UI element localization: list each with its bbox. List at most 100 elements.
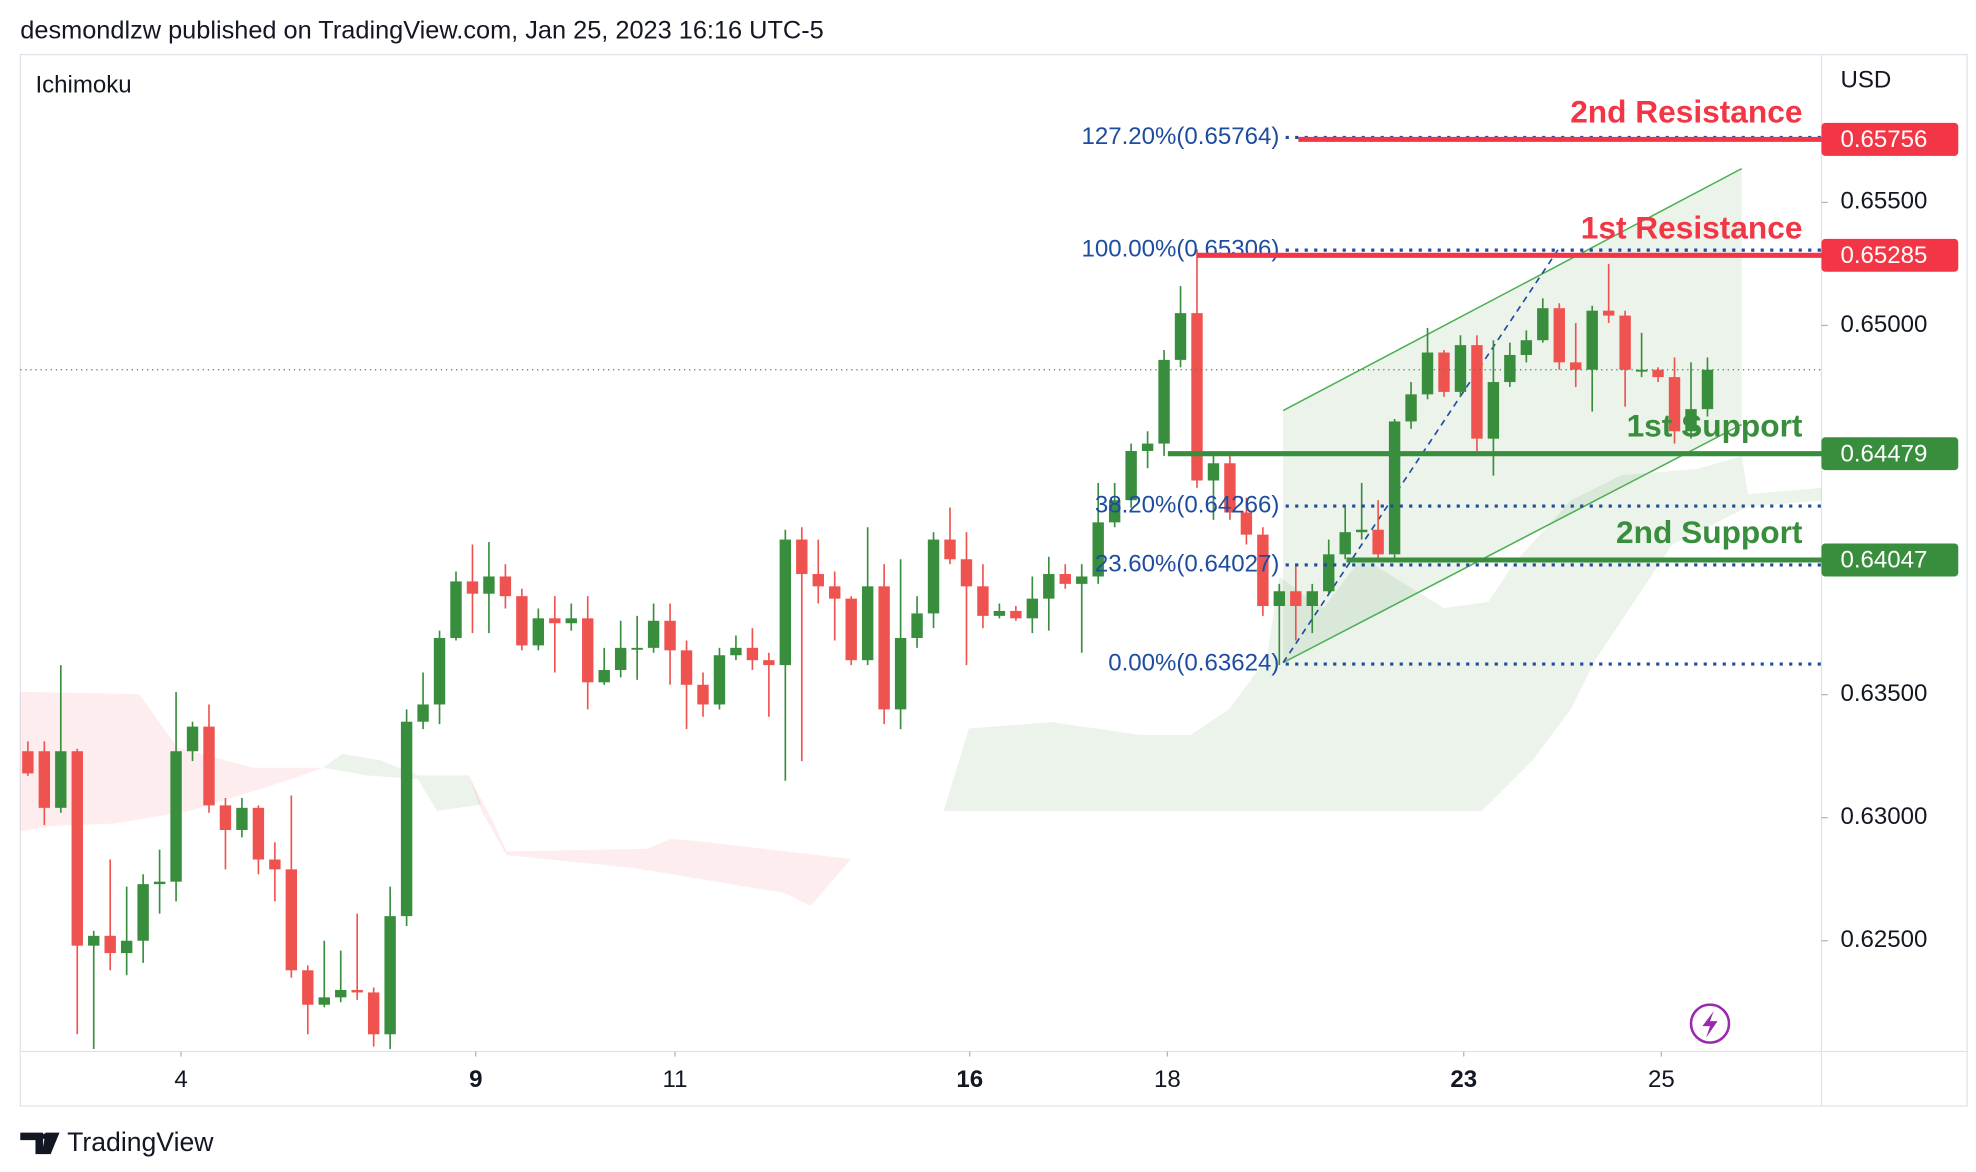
candle-body xyxy=(120,940,133,954)
candle-body xyxy=(1520,340,1533,355)
candle-body xyxy=(1570,362,1582,370)
candle-body xyxy=(1010,610,1022,619)
level-name: 2nd Resistance xyxy=(1570,93,1802,129)
candle-body xyxy=(1043,574,1055,599)
x-tick-label: 23 xyxy=(1450,1066,1477,1093)
candle-body xyxy=(1685,409,1697,432)
fib-label: 23.60%(0.64027) xyxy=(1095,550,1280,577)
candle-body xyxy=(1141,443,1154,451)
candle-body xyxy=(1553,308,1565,363)
candle-body xyxy=(730,647,742,656)
candle-body xyxy=(1240,512,1253,535)
candle-body xyxy=(746,647,759,661)
x-tick-label: 9 xyxy=(469,1066,482,1093)
candle-body xyxy=(1668,377,1681,432)
price-tag-label: 0.65756 xyxy=(1840,126,1927,153)
x-tick-label: 18 xyxy=(1154,1066,1181,1093)
candle-body xyxy=(960,559,973,587)
candle-body xyxy=(664,620,676,651)
candle-body xyxy=(911,613,923,639)
level-name: 1st Resistance xyxy=(1581,209,1803,245)
candle-body xyxy=(335,989,347,998)
y-tick-label: 0.65000 xyxy=(1840,311,1927,338)
candle-body xyxy=(1026,598,1039,619)
candle-body xyxy=(582,618,594,683)
y-tick-label: 0.62500 xyxy=(1840,926,1927,953)
candle-body xyxy=(71,751,83,946)
candle-body xyxy=(516,596,528,646)
candle-body xyxy=(845,598,857,661)
candle-body xyxy=(796,539,808,575)
candle-body xyxy=(680,650,693,685)
candle-body xyxy=(384,916,396,1035)
candle-body xyxy=(1273,591,1286,607)
candle-body xyxy=(944,539,956,560)
candle-body xyxy=(22,751,34,774)
candle-body xyxy=(1504,354,1516,383)
candle-body xyxy=(170,751,182,882)
candle-body xyxy=(1323,554,1335,592)
price-tag xyxy=(1821,543,1959,577)
level-name: 1st Support xyxy=(1627,408,1803,444)
candle-body xyxy=(1191,313,1203,481)
candle-body xyxy=(88,935,100,946)
candle-body xyxy=(1076,576,1088,584)
candle-body xyxy=(104,935,116,954)
candle-body xyxy=(549,618,561,624)
candle-body xyxy=(861,586,874,661)
price-tag xyxy=(1821,122,1959,156)
candle-body xyxy=(1092,522,1104,577)
candle-body xyxy=(55,751,67,808)
candle-body xyxy=(1701,369,1714,410)
candle-body xyxy=(417,704,429,722)
candle-body xyxy=(1438,352,1450,392)
candle-body xyxy=(1125,450,1137,501)
candle-body xyxy=(302,970,314,1005)
candle-body xyxy=(1372,529,1384,555)
candle-body xyxy=(697,684,709,705)
candle-body xyxy=(236,807,248,830)
candle-body xyxy=(285,869,298,971)
candle-body xyxy=(38,751,51,808)
candle-body xyxy=(466,581,479,594)
candle-body xyxy=(1108,500,1121,523)
y-tick-label: 0.65500 xyxy=(1840,188,1927,215)
y-axis-label: USD xyxy=(1840,67,1891,94)
candle-body xyxy=(1059,574,1071,584)
candle-body xyxy=(153,881,166,885)
candle-body xyxy=(1224,463,1236,513)
candle-body xyxy=(1339,532,1351,555)
candle-body xyxy=(1158,359,1170,444)
candle-body xyxy=(499,576,512,597)
candle-body xyxy=(1174,313,1187,360)
candle-body xyxy=(977,586,989,616)
candle-body xyxy=(1586,310,1598,370)
brand-logo xyxy=(20,1132,60,1155)
candle-body xyxy=(829,586,841,599)
candle-body xyxy=(878,586,890,710)
y-tick-label: 0.63500 xyxy=(1840,680,1927,707)
candle-body xyxy=(252,807,265,860)
price-tag xyxy=(1821,238,1959,272)
candle-body xyxy=(894,638,907,710)
candle-body xyxy=(631,647,643,650)
candle-body xyxy=(1635,369,1648,372)
x-tick-label: 4 xyxy=(174,1066,187,1093)
alert-icon[interactable] xyxy=(1689,1003,1731,1044)
price-tag xyxy=(1821,437,1959,471)
level-name: 2nd Support xyxy=(1616,514,1803,550)
candle-body xyxy=(1421,352,1434,395)
fib-label: 127.20%(0.65764) xyxy=(1081,123,1279,150)
candle-body xyxy=(1487,382,1500,439)
brand: TradingView xyxy=(67,1127,214,1157)
candle-body xyxy=(1619,315,1631,370)
candle-body xyxy=(1207,463,1220,481)
candle-body xyxy=(269,859,281,870)
candle-body xyxy=(1306,591,1318,607)
fib-label: 100.00%(0.65306) xyxy=(1081,235,1279,262)
candle-body xyxy=(1454,345,1467,392)
candle-body xyxy=(647,620,660,648)
fib-label: 0.00%(0.63624) xyxy=(1108,649,1279,676)
candle-body xyxy=(565,618,577,624)
candle-body xyxy=(186,726,199,752)
